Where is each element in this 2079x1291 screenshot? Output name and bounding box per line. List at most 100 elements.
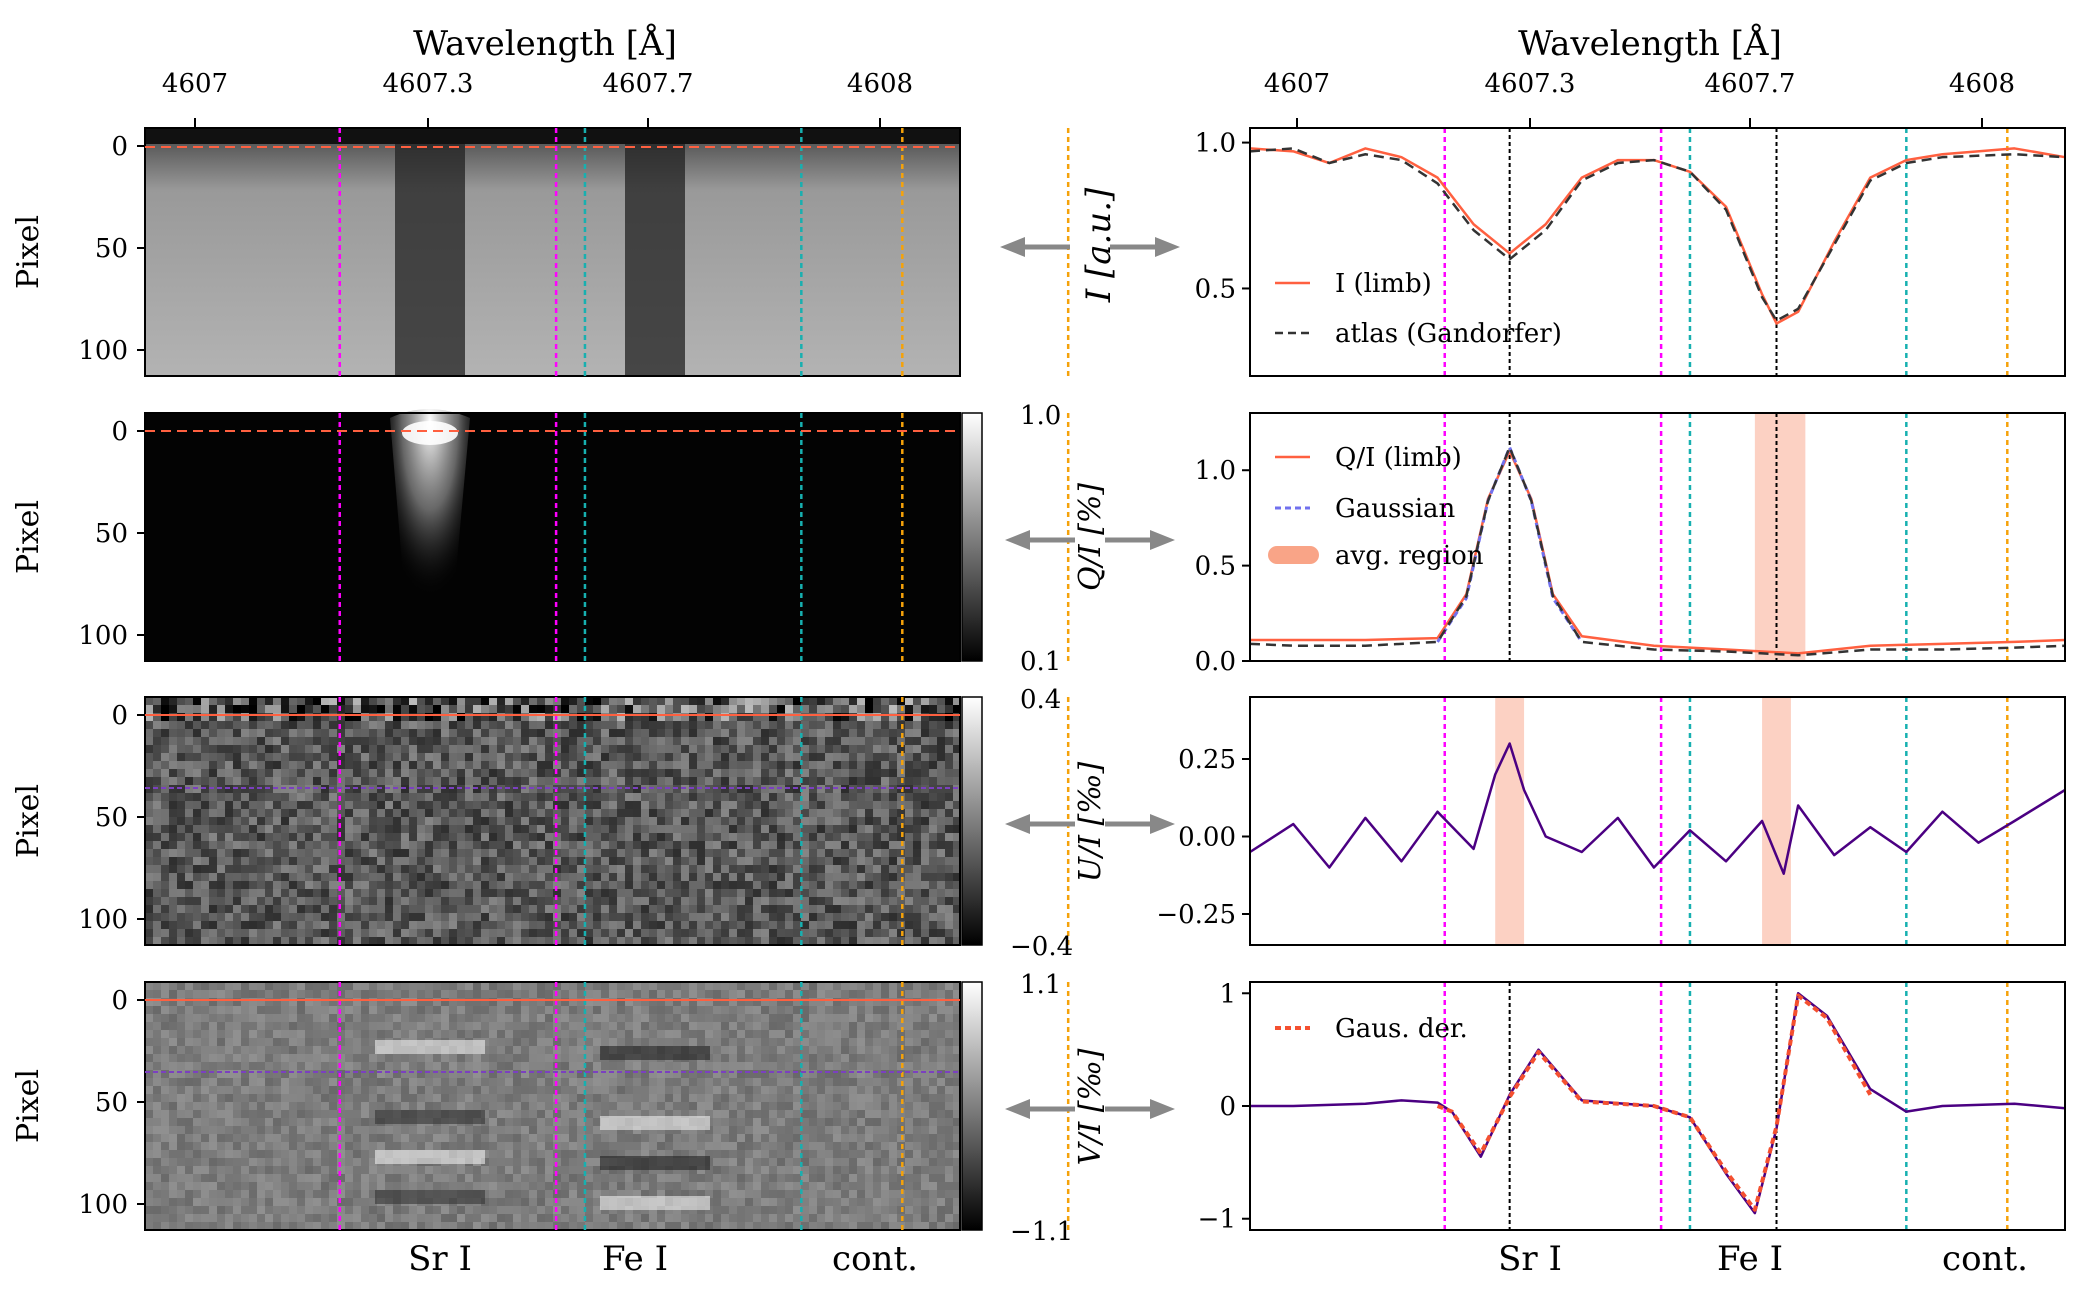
arrows	[1000, 237, 1180, 1119]
pixel-label-1: Pixel	[11, 500, 46, 574]
colorbar-v-max: 1.1	[1020, 970, 1061, 1000]
pixel-label-2: Pixel	[11, 784, 46, 858]
bottom-label-cont-left: cont.	[832, 1239, 918, 1279]
heatmap-u-noise	[145, 697, 961, 945]
wavelength-label-right: Wavelength [Å]	[1518, 23, 1782, 64]
series-2-0	[1249, 742, 2066, 875]
line-panel-2: −0.25 0.00 0.25	[1156, 696, 2066, 946]
ytick-2-2: 0.25	[1178, 745, 1236, 775]
series-1-2	[1249, 446, 2066, 657]
colorbar-v: 1.1 −1.1	[961, 970, 1073, 1247]
v-stripe-fe-2	[600, 1156, 710, 1170]
line-panel-1: 0.0 0.5 1.0	[1195, 412, 2066, 677]
legend-q-gaussian: Gaussian	[1335, 494, 1456, 524]
bottom-label-cont-right: cont.	[1942, 1239, 2028, 1279]
pixel-tick-1-2: 100	[78, 621, 128, 651]
pixel-tick-3-0: 0	[111, 986, 128, 1016]
v-stripe-fe-3	[600, 1196, 710, 1210]
pixel-tick-3-1: 50	[95, 1088, 128, 1118]
colorbar-v-min: −1.1	[1010, 1217, 1073, 1247]
heatmap-v	[145, 982, 961, 1230]
legend-v: Gaus. der.	[1275, 1014, 1468, 1044]
pixel-label-0: Pixel	[11, 215, 46, 289]
ylabel-v: V/I [‰]	[1073, 1048, 1108, 1165]
avg-region-2-0	[1495, 697, 1525, 945]
arrow-right-head-1	[1150, 530, 1175, 550]
v-stripe-sr-0	[375, 1040, 485, 1054]
tick-label-4608: 4608	[847, 69, 913, 99]
v-stripe-sr-3	[375, 1190, 485, 1204]
heatmap-v-stripes	[375, 1040, 710, 1210]
legend-v-gausder: Gaus. der.	[1335, 1014, 1468, 1044]
heatmap-u	[145, 697, 961, 945]
legend-q-avg: avg. region	[1335, 541, 1484, 571]
bottom-label-feI-left: Fe I	[602, 1239, 668, 1279]
heatmap-reference-rows	[145, 146, 960, 1073]
ytick-1-0: 0.0	[1195, 647, 1236, 677]
tick-label-r-4608: 4608	[1949, 69, 2015, 99]
series-3-1	[1436, 993, 1873, 1212]
pixel-tick-0-1: 50	[95, 234, 128, 264]
v-stripe-fe-1	[600, 1116, 710, 1130]
legend-i-limb: I (limb)	[1335, 269, 1432, 299]
heatmap-q-glow-core	[402, 421, 458, 445]
arrow-right-head-2	[1150, 814, 1175, 834]
pixel-tick-2-0: 0	[111, 701, 128, 731]
heatmap-i-top-strip	[145, 128, 960, 144]
colorbar-u-min: −0.4	[1010, 932, 1073, 962]
top-ticks-right: 4607 4607.3 4607.7 4608	[1264, 69, 2015, 128]
pixel-tick-3-2: 100	[78, 1190, 128, 1220]
ytick-2-0: −0.25	[1156, 900, 1236, 930]
colorbar-q-min: 0.1	[1020, 647, 1061, 677]
bottom-label-feI-right: Fe I	[1717, 1239, 1783, 1279]
avg-region-1-0	[1754, 413, 1806, 661]
arrow-right-head-3	[1150, 1099, 1175, 1119]
tick-label-4607-7: 4607.7	[603, 69, 694, 99]
heatmap-i-background	[145, 128, 960, 376]
heatmap-q-background	[145, 413, 960, 661]
pixel-tick-0-2: 100	[78, 336, 128, 366]
legend-q: Q/I (limb) Gaussian avg. region	[1268, 443, 1484, 571]
bottom-label-srI-right: Sr I	[1498, 1239, 1562, 1279]
colorbar-u-max: 0.4	[1020, 685, 1061, 715]
colorbar-q-max: 1.0	[1020, 401, 1061, 431]
ylabel-i: I [a.u.]	[1079, 187, 1119, 303]
pixel-tick-1-1: 50	[95, 519, 128, 549]
ylabel-u: U/I [‰]	[1073, 761, 1108, 882]
arrow-left-head-3	[1005, 1099, 1030, 1119]
right-plots: 0.5 1.0 0.0 0.5 1.0 −0.25 0.00 0.25 −1 0 1	[1156, 127, 2066, 1235]
tick-label-r-4607-3: 4607.3	[1485, 69, 1576, 99]
ytick-2-1: 0.00	[1178, 823, 1236, 853]
tick-label-4607: 4607	[162, 69, 228, 99]
line-panel-0: 0.5 1.0	[1195, 127, 2066, 377]
top-ticks-left: 4607 4607.3 4607.7 4608	[162, 69, 913, 128]
arrow-left-head-1	[1005, 530, 1030, 550]
ytick-1-2: 1.0	[1195, 456, 1236, 486]
colorbar-u: 0.4 −0.4	[961, 685, 1073, 962]
tick-label-r-4607: 4607	[1264, 69, 1330, 99]
pixel-tick-0-0: 0	[111, 132, 128, 162]
heatmap-i	[145, 128, 960, 376]
v-stripe-sr-2	[375, 1150, 485, 1164]
line-frame-0	[1249, 127, 2066, 377]
line-frame-2	[1249, 696, 2066, 946]
ytick-0-0: 0.5	[1195, 274, 1236, 304]
heatmap-i-feI-band	[625, 128, 685, 376]
legend-i-atlas: atlas (Gandorfer)	[1335, 319, 1562, 349]
heatmap-v-noise	[145, 982, 961, 1230]
wavelength-label-left: Wavelength [Å]	[413, 23, 677, 64]
ylabel-q: Q/I [%]	[1073, 483, 1108, 591]
pixel-tick-1-0: 0	[111, 417, 128, 447]
line-frame-1	[1249, 412, 2066, 662]
line-panel-3: −1 0 1	[1198, 979, 2066, 1235]
bottom-labels: Sr I Fe I cont. Sr I Fe I cont.	[408, 1239, 2028, 1279]
ytick-0-1: 1.0	[1195, 129, 1236, 159]
pixel-label-3: Pixel	[11, 1069, 46, 1143]
arrow-right-head-0	[1155, 237, 1180, 257]
pixel-tick-2-1: 50	[95, 803, 128, 833]
ytick-1-1: 0.5	[1195, 552, 1236, 582]
pixel-axes: 0 50 100 Pixel 0 50 100 Pixel 0 50 100 Pixel 0 50 100 P…	[11, 132, 145, 1220]
arrow-left-head-0	[1000, 237, 1025, 257]
v-stripe-sr-1	[375, 1110, 485, 1124]
